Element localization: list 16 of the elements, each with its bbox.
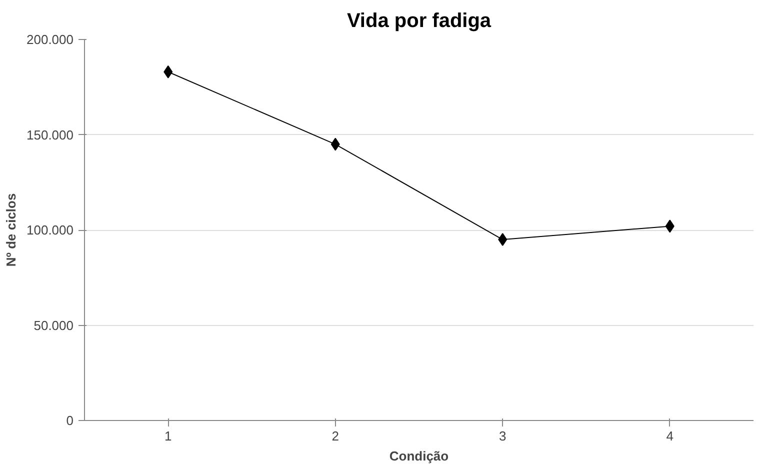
- y-tick-label: 0: [66, 413, 74, 428]
- y-tick-label: 100.000: [26, 222, 74, 238]
- x-tick-label: 4: [666, 428, 674, 444]
- y-axis-title: Nº de ciclos: [4, 193, 19, 267]
- y-tick-label: 150.000: [26, 127, 74, 142]
- x-tick-label: 2: [332, 428, 339, 444]
- x-tick-label: 1: [164, 428, 172, 444]
- x-tick-label: 3: [499, 428, 506, 444]
- point: [330, 138, 340, 151]
- point: [665, 220, 674, 233]
- y-tick-label: 50.000: [34, 318, 74, 333]
- y-tick-label: 200.000: [26, 32, 74, 47]
- point: [498, 233, 508, 246]
- x-axis-title: Condição: [389, 448, 449, 464]
- chart-title: Vida por fadiga: [346, 10, 492, 32]
- point: [164, 65, 173, 78]
